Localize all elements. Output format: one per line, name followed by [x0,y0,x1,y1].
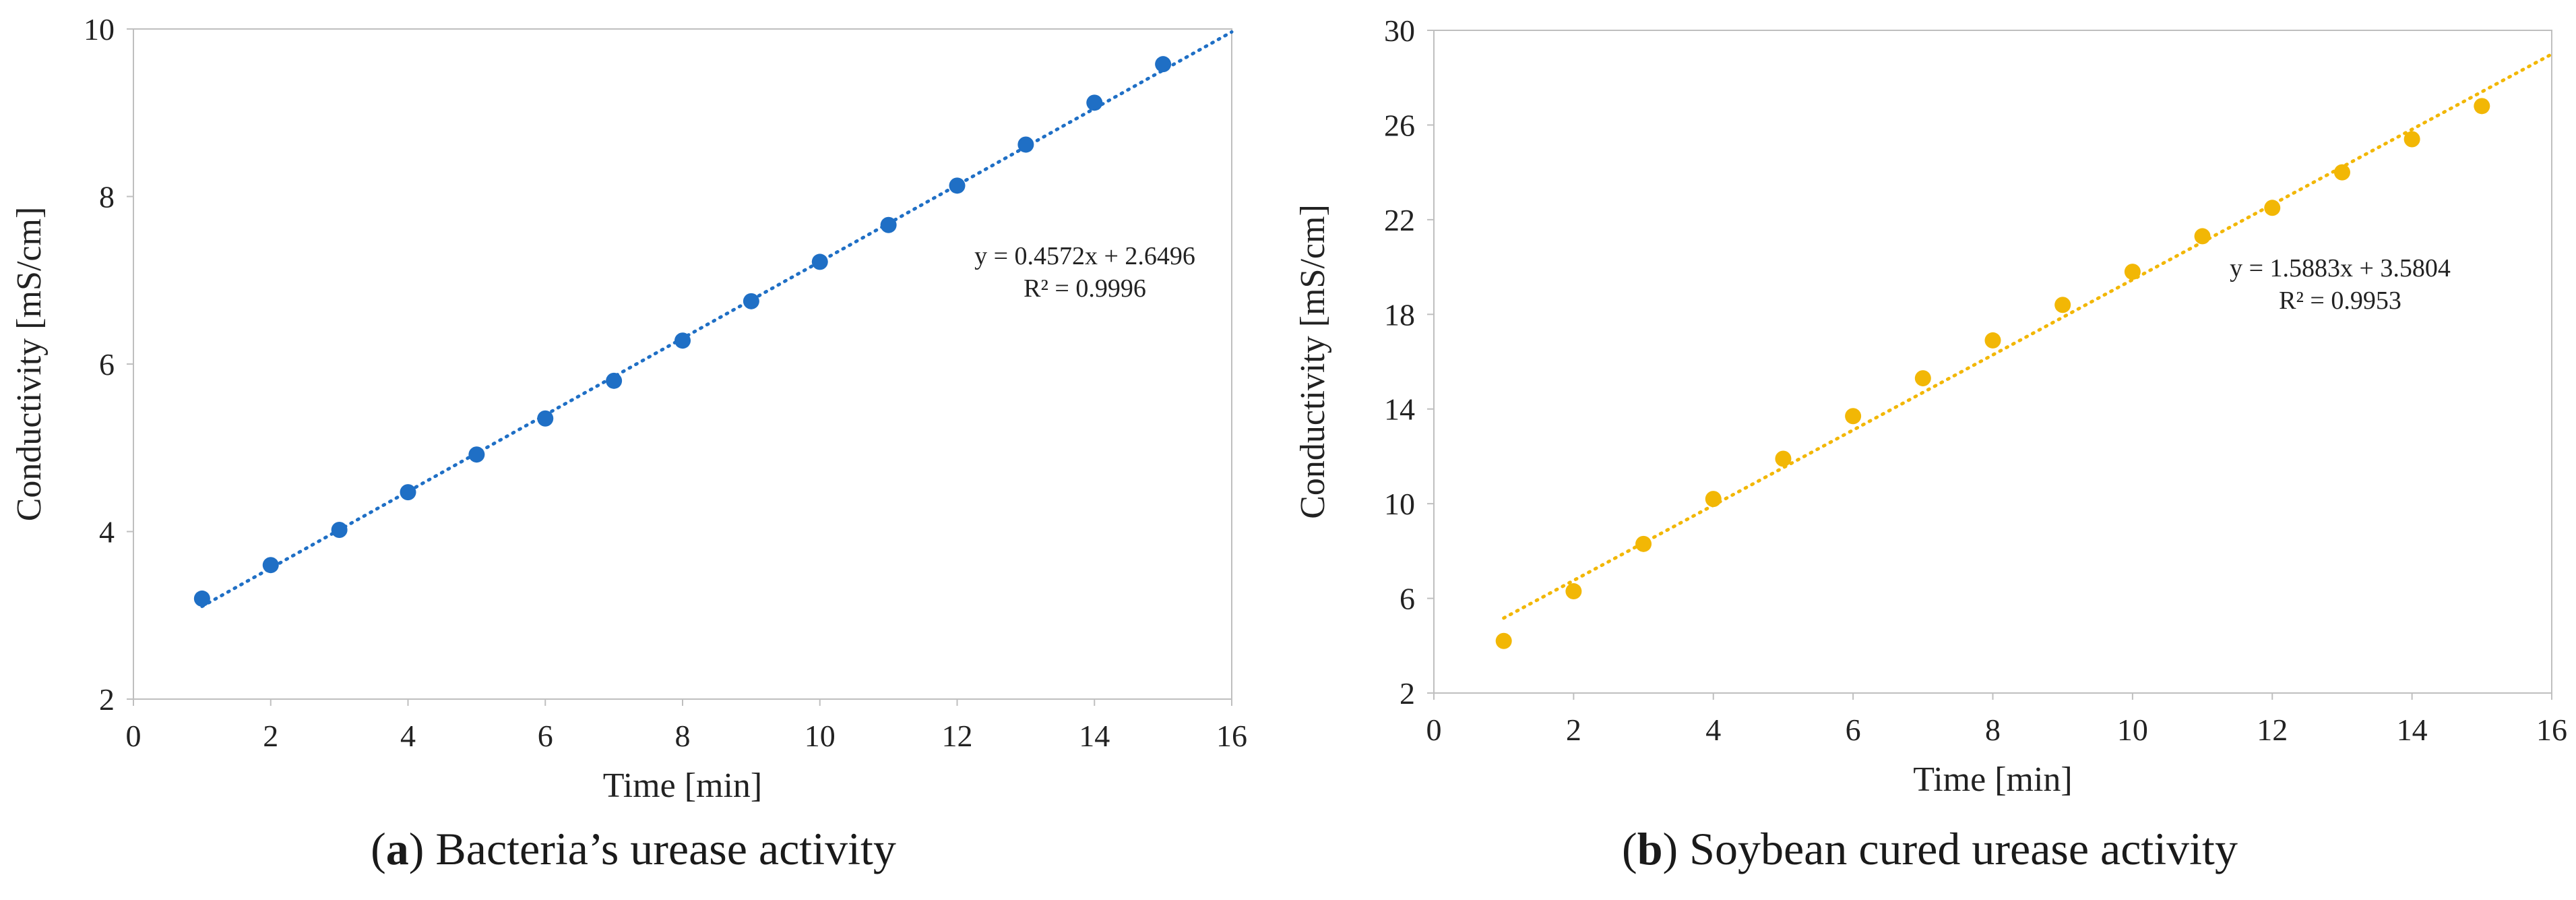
chart-b-x-tick-label: 4 [1705,713,1721,747]
chart-a-data-point [537,410,554,427]
figure-panel-a: 0 2 4 6 8 10 12 14 16 2 4 6 8 10 Time [min] Conductivit… [0,0,1267,900]
chart-a-x-axis-title: Time [min] [603,767,762,805]
chart-a-x-tick-label: 6 [538,719,553,753]
chart-b-plot-frame [1433,30,2552,694]
chart-b-y-tick-label: 14 [1384,392,1415,427]
chart-b-data-point [1775,450,1792,467]
chart-a-data-point [1017,136,1034,153]
chart-b-data-point [2404,131,2420,148]
chart-a-x-tick-label: 8 [675,719,691,753]
chart-a-data-point [606,372,623,389]
chart-a-x-tick-label: 16 [1216,719,1247,753]
chart-b-y-tick-label: 22 [1384,203,1415,237]
chart-b-data-point [2054,297,2071,313]
chart-a-trendline-equation: y = 0.4572x + 2.6496 [974,242,1195,270]
chart-a-data-point [743,293,759,309]
chart-a-data-point [811,253,828,270]
chart-b-y-axis-title: Conductivity [mS/cm] [1294,204,1332,519]
chart-b-r-squared: R² = 0.9953 [2279,287,2401,315]
chart-a-y-tick-label: 4 [99,515,115,549]
chart-a-x-tick-label: 12 [942,719,973,753]
chart-b-y-tick-label: 30 [1384,13,1415,48]
chart-b-x-tick-label: 16 [2536,713,2567,747]
chart-b-x-tick-label: 6 [1846,713,1861,747]
chart-b-x-tick-label: 8 [1985,713,2001,747]
chart-a-y-tick-label: 10 [84,12,115,47]
chart-b-y-tick-label: 26 [1384,108,1415,142]
chart-b-data-point [2333,164,2350,181]
chart-b-trendline-equation: y = 1.5883x + 3.5804 [2230,254,2451,282]
chart-b-data-point [1635,535,1652,552]
chart-b-data-point [1565,583,1582,600]
chart-a-data-point [1155,56,1172,73]
chart-b-data-point [2194,228,2211,245]
caption-a-text: ) Bacteria’s urease activity [408,823,896,874]
chart-a-y-tick-label: 6 [99,347,115,382]
chart-b-data-point [2124,264,2141,280]
chart-b-data-point [1845,408,1862,425]
chart-a-x-tick-label: 2 [263,719,278,753]
chart-a-trendline [200,30,1234,608]
chart-a-data-point [331,522,348,539]
chart-a-x-tick-label: 4 [400,719,416,753]
chart-b-x-tick-label: 10 [2117,713,2148,747]
chart-b-x-tick-label: 14 [2397,713,2428,747]
figure-panel-b: 0 2 4 6 8 10 12 14 16 2 6 10 14 18 22 26 30 Time [min] Con… [1284,0,2576,900]
chart-a-data-point [468,446,485,463]
chart-b-data-point [1984,332,2001,349]
chart-b-x-axis-title: Time [min] [1913,760,2072,799]
chart-a-data-point [674,332,691,349]
chart-b-data-point [1914,370,1931,387]
caption-b: (b) Soybean cured urease activity [1622,823,2238,874]
caption-a-letter: a [385,823,409,874]
caption-a: (a) Bacteria’s urease activity [371,823,896,874]
chart-a-data-point [193,590,210,607]
caption-b-letter: b [1637,823,1663,874]
chart-a-data-point [880,216,897,233]
chart-a-data-point [262,557,279,574]
chart-b-y-tick-label: 2 [1400,676,1415,711]
chart-b-x-tick-label: 2 [1566,713,1581,747]
chart-a-r-squared: R² = 0.9996 [1024,274,1146,303]
chart-b-y-tick-label: 10 [1384,487,1415,521]
chart-a-x-tick-label: 10 [805,719,836,753]
caption-b-text: ) Soybean cured urease activity [1662,823,2238,874]
chart-a-x-tick-label: 0 [126,719,142,753]
chart-b-y-tick-label: 6 [1400,582,1415,616]
chart-b-trendline [1502,52,2554,620]
chart-b-data-point [2264,200,2281,216]
chart-a-plot-frame [133,28,1232,700]
chart-b-data-point [1495,632,1512,649]
chart-a-y-tick-label: 2 [99,682,115,717]
chart-a-data-point [949,177,966,194]
chart-b-x-tick-label: 12 [2257,713,2288,747]
chart-b-y-tick-label: 18 [1384,297,1415,332]
chart-a-y-axis-title: Conductivity [mS/cm] [10,207,49,522]
chart-b-data-point [1705,491,1722,508]
chart-a-x-tick-label: 14 [1079,719,1110,753]
chart-a-data-point [1086,94,1103,111]
chart-a-data-point [400,484,416,501]
chart-b-data-point [2474,98,2490,115]
chart-a-y-tick-label: 8 [99,180,115,214]
chart-b-x-tick-label: 0 [1426,713,1442,747]
